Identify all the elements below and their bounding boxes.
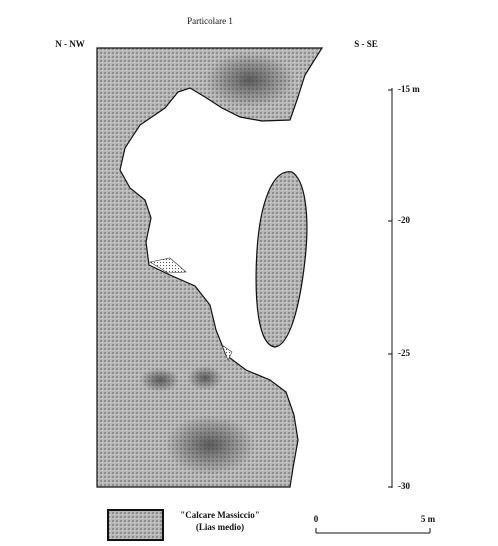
scale-start: 0 <box>314 514 319 524</box>
depth-label: -25 <box>398 348 410 358</box>
shade <box>140 368 180 392</box>
scale-end: 5 m <box>421 514 436 524</box>
shade <box>165 415 255 475</box>
scale-bar <box>315 528 431 534</box>
depth-label: -20 <box>398 215 410 225</box>
legend-age: (Lias medio) <box>196 522 244 532</box>
legend-swatch <box>107 509 164 541</box>
debris <box>149 257 187 274</box>
legend-name: "Calcare Massiccio" <box>180 510 260 520</box>
depth-label: -30 <box>398 481 410 491</box>
shade <box>187 366 223 390</box>
depth-scale <box>388 88 393 488</box>
direction-right: S - SE <box>354 39 378 49</box>
debris <box>221 344 233 361</box>
depth-label: -15 m <box>398 84 420 94</box>
rock-lens <box>255 171 308 348</box>
title: Particolare 1 <box>187 16 233 26</box>
direction-left: N - NW <box>55 39 85 49</box>
shade <box>205 52 295 108</box>
